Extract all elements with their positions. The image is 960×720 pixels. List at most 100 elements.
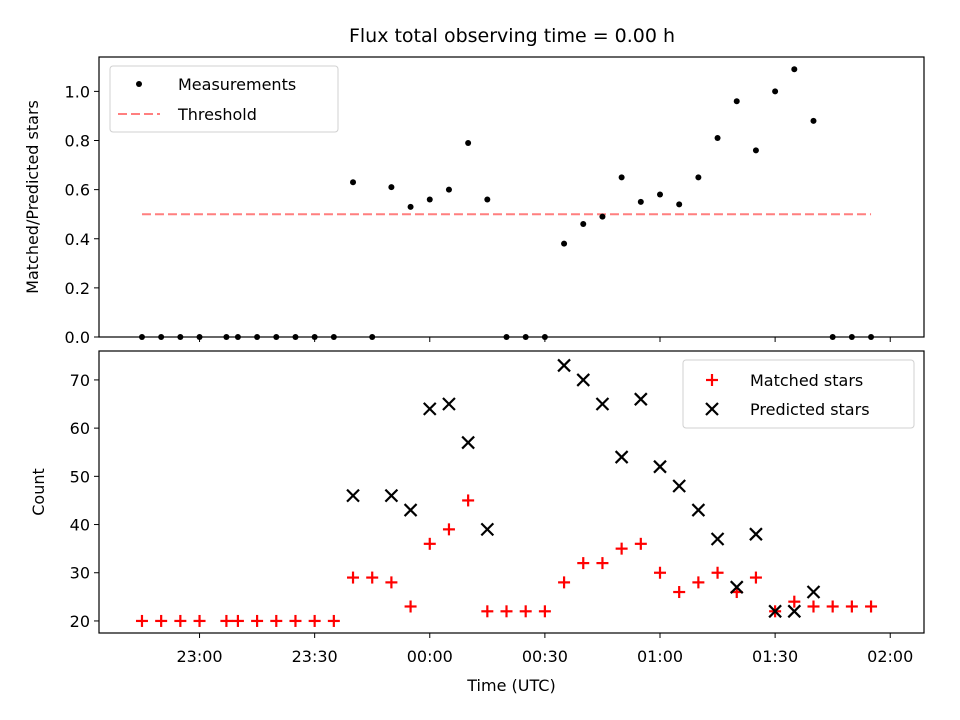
matched-star-point	[826, 600, 839, 613]
matched-star-point	[404, 600, 417, 613]
matched-star-point	[807, 600, 820, 613]
x-tick-label: 01:30	[752, 647, 798, 666]
measurement-point	[388, 184, 395, 191]
predicted-star-point	[595, 397, 610, 411]
matched-star-point	[538, 605, 551, 618]
cross-b	[346, 488, 360, 503]
matched-star-point	[193, 614, 206, 627]
measurement-point	[657, 191, 663, 198]
matched-star-point	[865, 600, 878, 613]
matched-star-point	[442, 523, 455, 536]
predicted-star-point	[806, 585, 821, 599]
x-tick-label: 00:30	[522, 647, 568, 666]
cross-b	[576, 373, 591, 387]
cross-b	[653, 459, 667, 474]
measurement-point	[561, 240, 568, 247]
matched-star-point	[135, 614, 148, 627]
legend-bottom: Matched stars Predicted stars	[682, 359, 915, 429]
legend-box	[109, 65, 339, 133]
x-tick-label: 00:00	[407, 647, 453, 666]
matched-star-point	[231, 614, 244, 627]
measurement-point	[618, 174, 625, 181]
predicted-star-point	[384, 488, 399, 503]
measurement-point	[426, 196, 433, 203]
matched-star-point	[654, 566, 666, 579]
measurement-point	[791, 66, 798, 73]
predicted-star-point	[634, 392, 648, 406]
matched-star-point	[749, 571, 762, 584]
y-tick-label: 70	[70, 371, 90, 390]
matched-star-point	[327, 614, 340, 627]
predicted-star-point	[461, 435, 475, 450]
predicted-star-point	[403, 503, 418, 517]
y-tick-label: 0.4	[65, 230, 90, 249]
measurement-point	[695, 174, 702, 181]
predicted-star-point	[614, 450, 629, 464]
predicted-star-point	[710, 532, 725, 546]
legend-predicted-label: Predicted stars	[750, 400, 870, 419]
x-tick-label: 01:00	[637, 647, 683, 666]
matched-star-point	[519, 605, 532, 618]
cross-b	[749, 527, 763, 541]
matched-star-point	[174, 614, 187, 627]
measurement-point	[714, 135, 721, 142]
legend-box	[682, 359, 915, 429]
matched-star-point	[289, 614, 302, 627]
predicted-star-point	[768, 604, 782, 619]
x-axis-label: Time (UTC)	[466, 676, 555, 695]
x-tick-label: 02:00	[867, 647, 913, 666]
y-axis-label: Count	[29, 468, 48, 516]
bottom-plot-frame	[98, 350, 925, 634]
y-tick-label: 20	[70, 612, 90, 631]
predicted-star-point	[729, 580, 744, 594]
cross-b	[672, 479, 686, 493]
bottom-plot: 20 30 40 50 60 70 23:00 23:30 00:00 00:30 01:00 01:…	[29, 350, 925, 695]
predicted-star-point	[787, 604, 802, 619]
x-tick-label: 23:00	[176, 647, 222, 666]
matched-star-point	[462, 494, 475, 507]
matched-star-point	[347, 571, 360, 584]
y-tick-label: 0.2	[65, 279, 90, 298]
cross-b	[705, 402, 719, 416]
legend-measurements-marker	[136, 81, 142, 87]
predicted-star-point	[653, 459, 667, 474]
cross-b	[768, 604, 782, 619]
cross-b	[806, 585, 821, 599]
cross-b	[614, 450, 629, 464]
y-tick-label: 60	[70, 419, 90, 438]
measurement-point	[810, 117, 817, 124]
cross-b	[422, 402, 437, 416]
cross-b	[595, 397, 610, 411]
matched-star-point	[423, 537, 436, 550]
predicted-star-point	[346, 488, 360, 503]
cross-b	[557, 358, 571, 373]
x-tick-label: 23:30	[292, 647, 338, 666]
y-tick-label: 0.8	[65, 132, 90, 151]
matched-star-point	[251, 614, 264, 627]
matched-star-point	[481, 605, 494, 618]
measurement-point	[599, 213, 606, 220]
legend-predicted-marker	[705, 402, 719, 416]
y-tick-label: 0.6	[65, 181, 90, 200]
cross-b	[384, 488, 399, 503]
matched-star-point	[366, 571, 379, 584]
measurement-point	[676, 201, 683, 208]
matched-star-point	[577, 557, 590, 570]
matched-star-point	[711, 566, 724, 579]
matched-star-point	[155, 614, 168, 627]
cross-b	[461, 435, 475, 450]
predicted-star-point	[557, 358, 571, 373]
predicted-star-point	[749, 527, 763, 541]
legend-top: Measurements Threshold	[109, 65, 339, 133]
matched-star-point	[385, 576, 398, 589]
y-axis-label: Matched/Predicted stars	[23, 100, 42, 294]
cross-b	[634, 392, 648, 406]
measurement-point	[445, 186, 452, 193]
cross-b	[442, 397, 456, 411]
cross-b	[480, 522, 495, 537]
measurement-point	[637, 198, 644, 205]
matched-star-point	[308, 614, 321, 627]
predicted-star-point	[691, 503, 706, 517]
y-tick-label: 40	[70, 516, 90, 535]
matched-star-point	[558, 576, 571, 589]
